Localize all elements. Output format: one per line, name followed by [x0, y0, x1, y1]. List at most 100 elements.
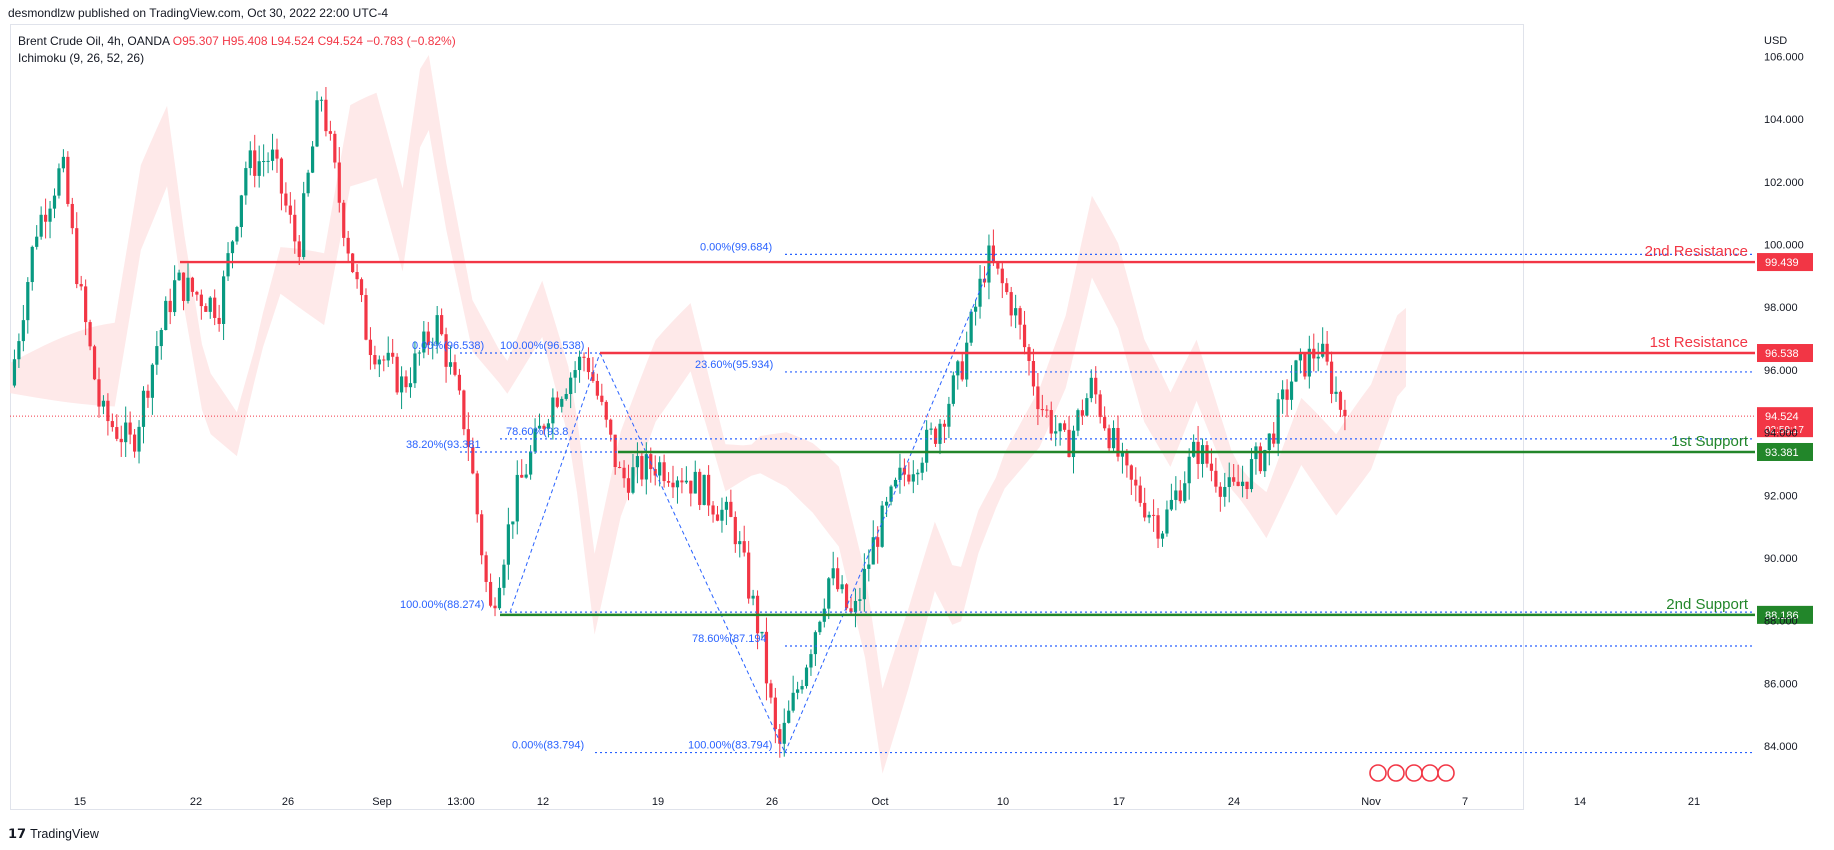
candle-body	[230, 241, 235, 254]
chart-legend: Brent Crude Oil, 4h, OANDA O95.307 H95.4…	[18, 33, 456, 67]
candle-body	[858, 599, 862, 601]
x-tick-label: 26	[766, 796, 778, 808]
candle-body	[306, 172, 310, 194]
candle-body	[97, 379, 101, 407]
x-tick-label: 19	[652, 796, 664, 808]
x-tick-label: 10	[997, 796, 1009, 808]
candle-body	[346, 237, 350, 254]
candle-body	[511, 521, 515, 525]
ichimoku-cloud	[10, 54, 1406, 774]
candle-body	[466, 429, 470, 447]
level-badge	[1757, 605, 1813, 624]
candle-body	[1018, 308, 1022, 325]
legend-close: C94.524	[317, 34, 363, 48]
cloud-band	[10, 54, 1406, 774]
candle-body	[537, 425, 542, 429]
candle-body	[577, 356, 582, 371]
candle-body	[119, 438, 123, 443]
candle-body	[190, 277, 195, 292]
candle-body	[1125, 451, 1129, 466]
x-tick-label: 21	[1688, 796, 1700, 808]
candle-body	[769, 683, 773, 698]
price-axis[interactable]: 84.000 86.000 88.000 90.000 92.000 94.000 96.0…	[1764, 51, 1804, 753]
candle-body	[275, 149, 279, 159]
us-flag-icon[interactable]	[1437, 764, 1455, 782]
us-flag-icon[interactable]	[1405, 764, 1423, 782]
candle-body	[524, 474, 528, 478]
us-flag-icon[interactable]	[1421, 764, 1439, 782]
candle-body	[217, 317, 221, 324]
candle-body	[471, 446, 475, 474]
y-tick-label: 88.000	[1764, 616, 1798, 628]
candle-body	[177, 272, 181, 281]
us-flag-icon[interactable]	[1369, 764, 1387, 782]
candle-body	[938, 423, 942, 444]
candle-body	[12, 359, 17, 386]
candle-body	[1094, 377, 1098, 395]
us-flag-icon[interactable]	[1387, 764, 1405, 782]
candle-body	[635, 456, 640, 468]
x-tick-label: 24	[1228, 796, 1240, 808]
candle-body	[137, 426, 141, 452]
candles	[12, 87, 1347, 758]
fib-label: 100.00%(88.274)	[400, 599, 484, 611]
candle-body	[818, 621, 822, 633]
x-tick-label: 15	[74, 796, 86, 808]
candle-body	[631, 467, 635, 493]
fib-label: 0.00%(96.538)	[412, 340, 484, 352]
candle-body	[787, 710, 791, 723]
candle-body	[965, 342, 969, 380]
level-badge	[1757, 253, 1813, 272]
x-tick-label: 26	[282, 796, 294, 808]
candle-body	[208, 297, 212, 312]
candle-body	[764, 631, 769, 684]
candle-body	[844, 584, 849, 609]
candle-body	[551, 397, 555, 424]
candle-body	[21, 320, 25, 342]
candle-body	[435, 315, 439, 345]
candle-body	[978, 278, 982, 307]
candle-body	[226, 253, 230, 277]
candle-body	[315, 100, 319, 147]
candle-body	[1062, 423, 1067, 430]
legend-indicator[interactable]: Ichimoku (9, 26, 52, 26)	[18, 51, 145, 65]
candle-body	[342, 202, 346, 238]
candle-body	[244, 168, 248, 196]
candle-body	[1147, 514, 1151, 518]
candle-body	[1031, 360, 1036, 387]
y-tick-label: 106.000	[1764, 51, 1804, 63]
candle-body	[933, 428, 938, 444]
candle-body	[751, 595, 755, 599]
candle-body	[132, 434, 137, 452]
chart-frame	[10, 24, 1524, 810]
candle-body	[1227, 477, 1231, 487]
time-axis[interactable]: 15 22 26 Sep 13:00 12 19 26 Oct 10 17 24 Nov 7 14 21	[74, 796, 1700, 808]
economic-events[interactable]	[1369, 764, 1455, 782]
candle-body	[310, 146, 315, 173]
x-tick-label: 22	[190, 796, 202, 808]
candle-body	[916, 472, 920, 475]
candle-body	[195, 291, 199, 295]
candle-body	[907, 474, 911, 482]
candle-body	[862, 568, 866, 600]
candle-body	[1281, 389, 1285, 400]
candle-body	[666, 481, 671, 483]
candle-body	[1267, 433, 1271, 451]
candle-body	[929, 428, 933, 430]
legend-symbol[interactable]: Brent Crude Oil, 4h, OANDA	[18, 34, 170, 48]
candle-body	[1263, 450, 1267, 472]
candle-body	[1160, 533, 1165, 539]
candle-body	[707, 474, 711, 506]
candle-body	[626, 478, 631, 493]
candle-body	[1298, 352, 1303, 361]
candle-body	[253, 150, 257, 176]
candle-body	[893, 479, 898, 487]
level-label: 2nd Support	[1666, 596, 1749, 613]
candle-body	[270, 149, 275, 161]
candle-body	[622, 467, 626, 479]
candle-body	[991, 245, 995, 263]
candle-body	[186, 277, 190, 301]
candle-body	[831, 568, 835, 579]
y-tick-label: 90.000	[1764, 553, 1798, 565]
